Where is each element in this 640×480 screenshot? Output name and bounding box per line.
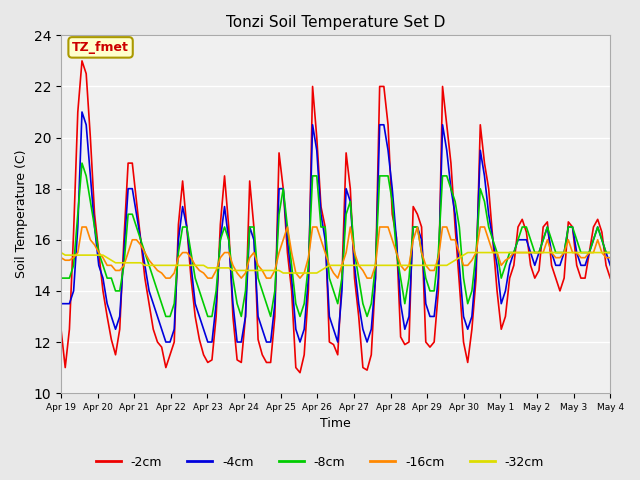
Legend: -2cm, -4cm, -8cm, -16cm, -32cm: -2cm, -4cm, -8cm, -16cm, -32cm (91, 451, 549, 474)
X-axis label: Time: Time (320, 418, 351, 431)
Title: Tonzi Soil Temperature Set D: Tonzi Soil Temperature Set D (226, 15, 445, 30)
Y-axis label: Soil Temperature (C): Soil Temperature (C) (15, 150, 28, 278)
Text: TZ_fmet: TZ_fmet (72, 41, 129, 54)
